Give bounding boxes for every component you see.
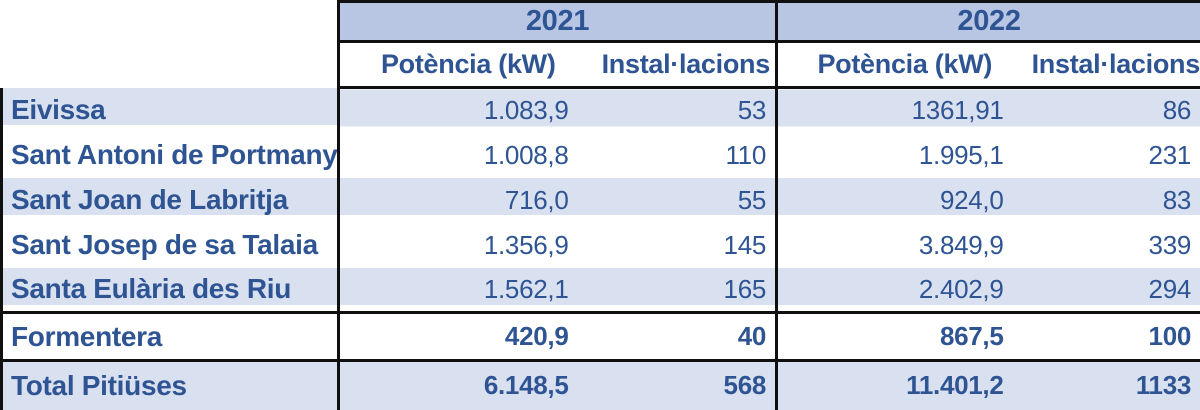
year-header-2021: 2021 xyxy=(339,2,777,42)
municipality-label: Sant Joan de Labritja xyxy=(2,178,339,223)
power-2021-cell: 420,9 xyxy=(339,313,597,361)
municipality-label: Eivissa xyxy=(2,88,339,133)
municipality-label: Formentera xyxy=(2,313,339,361)
table-row-total: Total Pitiüses 6.148,5 568 11.401,2 1133 xyxy=(2,361,1200,410)
corner-blank-2 xyxy=(2,42,339,88)
power-2022-cell: 867,5 xyxy=(777,313,1032,361)
power-2022-cell: 3.849,9 xyxy=(777,223,1032,268)
installations-2021-cell: 55 xyxy=(597,178,777,223)
installations-2021-cell: 165 xyxy=(597,268,777,313)
installations-2022-total-cell: 1133 xyxy=(1032,361,1200,410)
column-header-row: Potència (kW) Instal·lacions Potència (k… xyxy=(2,42,1200,88)
power-2021-cell: 1.083,9 xyxy=(339,88,597,133)
table-row-santa-eularia: Santa Eulària des Riu 1.562,1 165 2.402,… xyxy=(2,268,1200,313)
table-row-formentera: Formentera 420,9 40 867,5 100 xyxy=(2,313,1200,361)
table-row-sant-antoni: Sant Antoni de Portmany 1.008,8 110 1.99… xyxy=(2,133,1200,178)
installations-2022-cell: 231 xyxy=(1032,133,1200,178)
installations-2022-cell: 86 xyxy=(1032,88,1200,133)
power-2022-cell: 1.995,1 xyxy=(777,133,1032,178)
year-header-row: 2021 2022 xyxy=(2,2,1200,42)
power-2022-cell: 2.402,9 xyxy=(777,268,1032,313)
power-2022-cell: 1361,91 xyxy=(777,88,1032,133)
power-2021-cell: 1.562,1 xyxy=(339,268,597,313)
installations-2021-total-cell: 568 xyxy=(597,361,777,410)
installations-2021-cell: 110 xyxy=(597,133,777,178)
table-row-sant-josep: Sant Josep de sa Talaia 1.356,9 145 3.84… xyxy=(2,223,1200,268)
power-2021-cell: 1.356,9 xyxy=(339,223,597,268)
corner-blank xyxy=(2,2,339,42)
col-header-installations-2021: Instal·lacions xyxy=(597,42,777,88)
col-header-installations-2022: Instal·lacions xyxy=(1032,42,1200,88)
power-2021-total-cell: 6.148,5 xyxy=(339,361,597,410)
installations-2022-cell: 83 xyxy=(1032,178,1200,223)
municipality-label: Sant Antoni de Portmany xyxy=(2,133,339,178)
installations-2022-cell: 294 xyxy=(1032,268,1200,313)
power-2022-cell: 924,0 xyxy=(777,178,1032,223)
power-2021-cell: 716,0 xyxy=(339,178,597,223)
col-header-power-2022: Potència (kW) xyxy=(777,42,1032,88)
col-header-power-2021: Potència (kW) xyxy=(339,42,597,88)
installations-2021-cell: 40 xyxy=(597,313,777,361)
installations-2022-cell: 100 xyxy=(1032,313,1200,361)
table-row-sant-joan: Sant Joan de Labritja 716,0 55 924,0 83 xyxy=(2,178,1200,223)
total-label: Total Pitiüses xyxy=(2,361,339,410)
municipality-label: Santa Eulària des Riu xyxy=(2,268,339,313)
power-2022-total-cell: 11.401,2 xyxy=(777,361,1032,410)
table-row-eivissa: Eivissa 1.083,9 53 1361,91 86 xyxy=(2,88,1200,133)
municipality-label: Sant Josep de sa Talaia xyxy=(2,223,339,268)
installations-2021-cell: 145 xyxy=(597,223,777,268)
power-2021-cell: 1.008,8 xyxy=(339,133,597,178)
installations-2021-cell: 53 xyxy=(597,88,777,133)
installations-2022-cell: 339 xyxy=(1032,223,1200,268)
year-header-2022: 2022 xyxy=(777,2,1200,42)
